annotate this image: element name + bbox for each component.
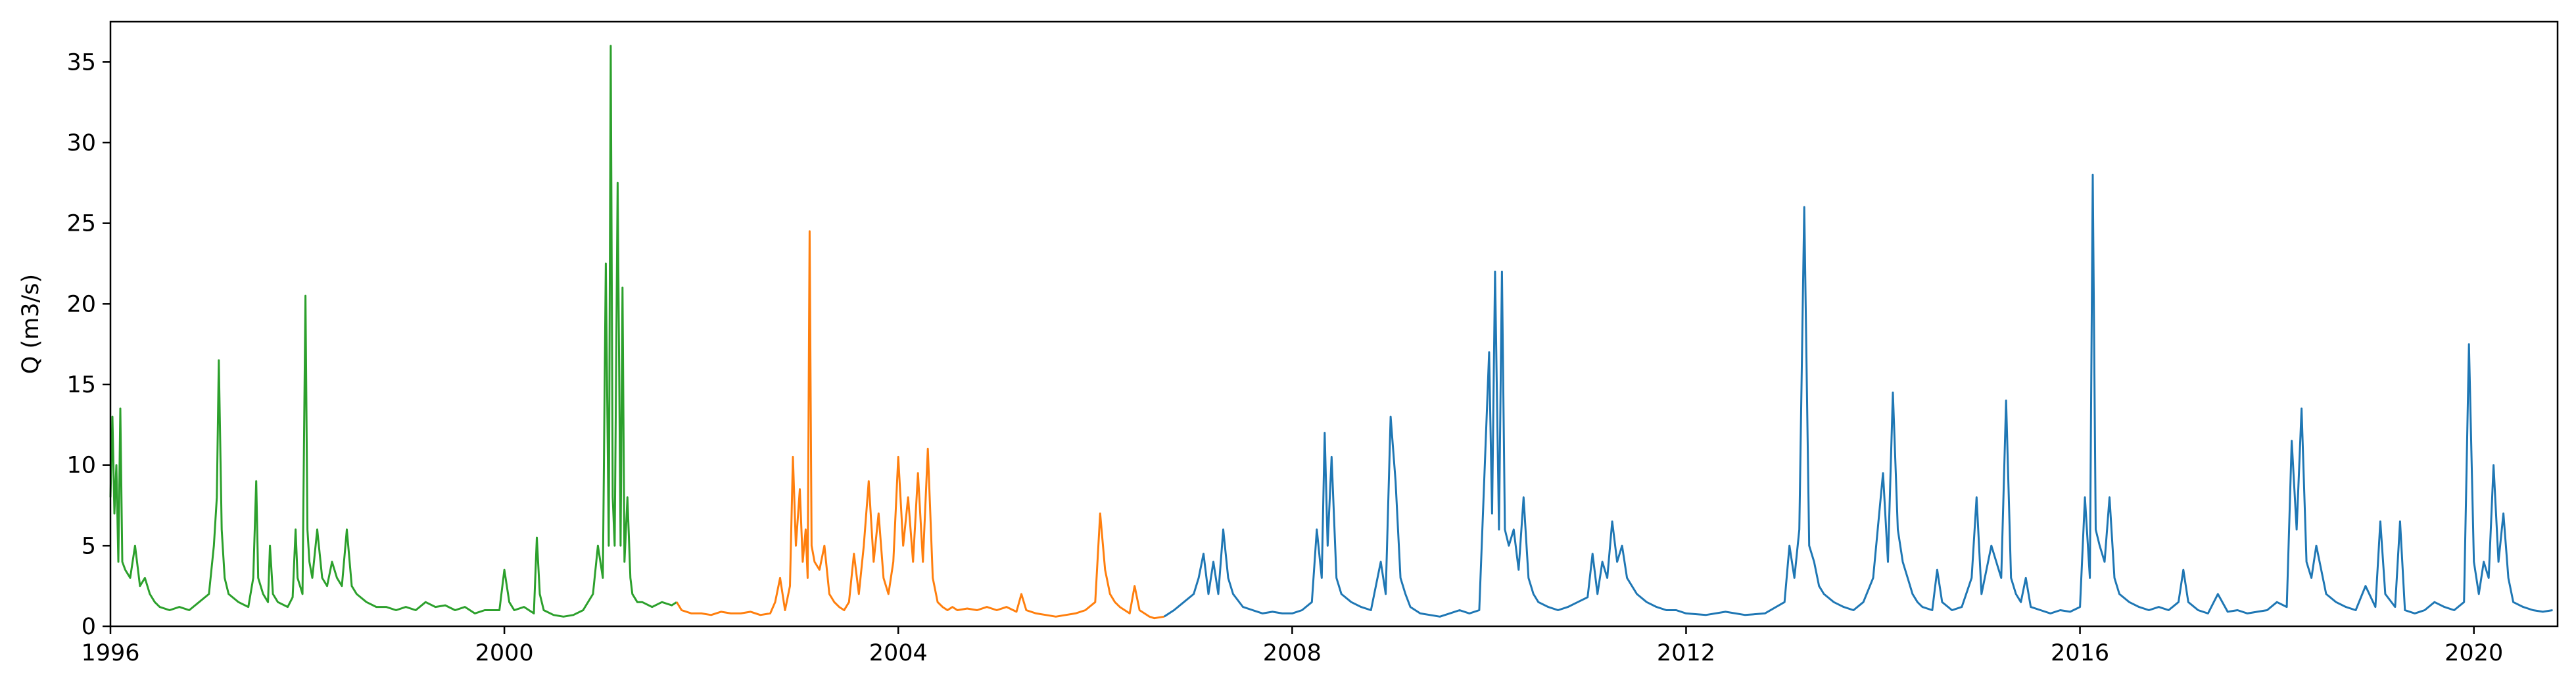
x-tick-label: 2000 (475, 640, 534, 666)
y-tick-label: 5 (82, 533, 96, 559)
y-tick-label: 25 (66, 211, 96, 237)
y-axis: 0 5 10 15 20 25 30 35 (66, 49, 110, 640)
series-blue-line (1163, 173, 2553, 618)
series-orange-line (675, 230, 1164, 620)
x-axis: 1996 2000 2004 2008 2012 2016 2020 (81, 626, 2503, 666)
x-tick-label: 2008 (1263, 640, 1322, 666)
y-tick-label: 10 (66, 453, 96, 479)
y-tick-label: 0 (82, 614, 96, 640)
y-tick-label: 20 (66, 291, 96, 317)
y-tick-label: 35 (66, 49, 96, 76)
x-tick-label: 2020 (2445, 640, 2503, 666)
series-green-line (109, 45, 678, 618)
x-tick-label: 2004 (869, 640, 928, 666)
y-tick-label: 30 (66, 130, 96, 156)
y-axis-label: Q (m3/s) (18, 274, 44, 374)
x-tick-label: 1996 (81, 640, 139, 666)
plot-frame (109, 20, 2559, 628)
x-tick-label: 2016 (2051, 640, 2109, 666)
y-tick-label: 15 (66, 372, 96, 398)
plot-lines (109, 45, 2553, 620)
x-tick-label: 2012 (1657, 640, 1715, 666)
